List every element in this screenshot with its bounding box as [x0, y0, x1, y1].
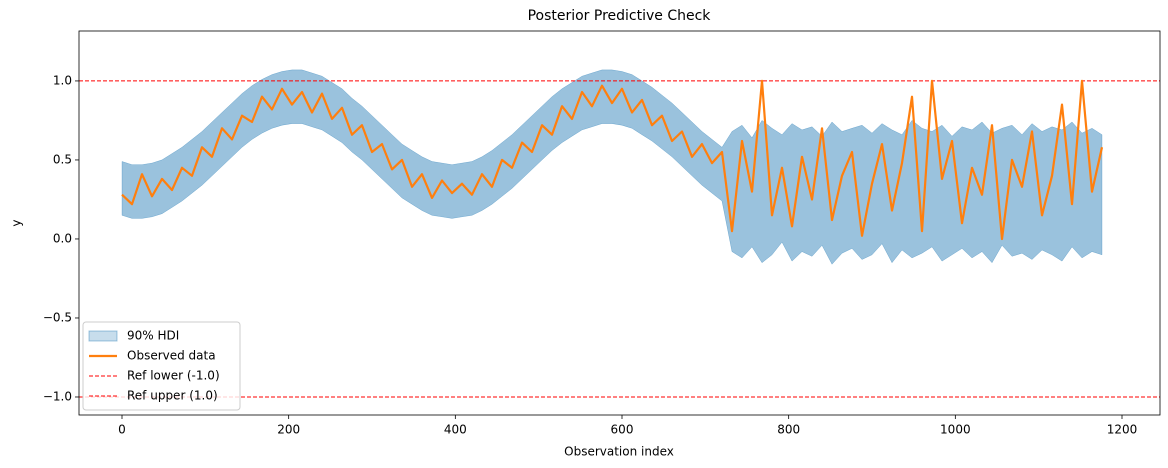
- x-tick-label: 200: [277, 423, 300, 437]
- x-tick-label: 800: [777, 423, 800, 437]
- x-axis-label: Observation index: [564, 445, 674, 459]
- hdi-band: [121, 69, 1103, 265]
- legend-label: Observed data: [127, 349, 216, 363]
- x-tick-label: 1200: [1107, 423, 1138, 437]
- x-tick-label: 400: [444, 423, 467, 437]
- y-tick-label: −1.0: [43, 389, 72, 403]
- observed-line: [121, 79, 1104, 241]
- x-tick-label: 600: [611, 423, 634, 437]
- x-tick-label: 1000: [940, 423, 971, 437]
- y-tick-label: 1.0: [53, 73, 72, 87]
- legend: 90% HDI Observed data Ref lower (-1.0) Ref …: [82, 321, 241, 411]
- axes-frame: [78, 30, 1161, 416]
- legend-label: 90% HDI: [127, 329, 179, 343]
- legend-label: Ref lower (-1.0): [127, 369, 220, 383]
- y-tick-label: 0.5: [53, 152, 72, 166]
- y-tick-label: 0.0: [53, 231, 72, 245]
- legend-box: [82, 321, 241, 411]
- legend-swatch: [88, 330, 118, 342]
- x-tick-label: 0: [118, 423, 126, 437]
- y-tick-label: −0.5: [43, 310, 72, 324]
- legend-label: Ref upper (1.0): [127, 389, 218, 403]
- chart-title: Posterior Predictive Check: [528, 8, 712, 24]
- y-axis-label: y: [10, 219, 24, 226]
